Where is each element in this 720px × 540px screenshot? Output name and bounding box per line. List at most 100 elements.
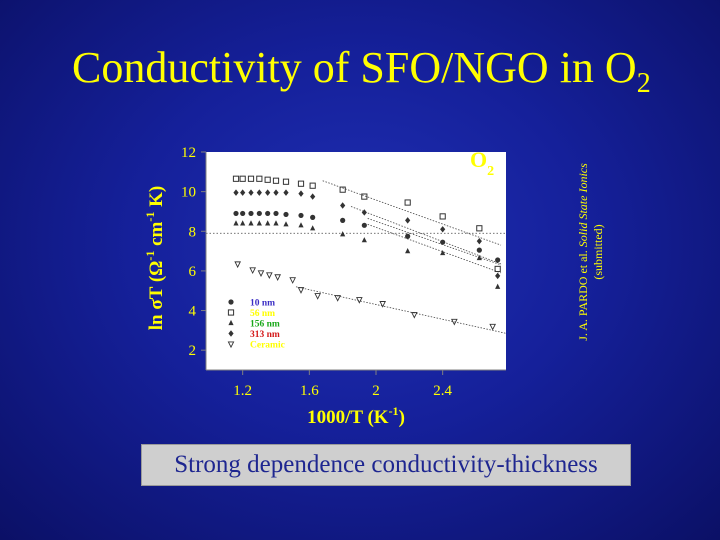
- data-point-56-nm: [297, 180, 305, 187]
- legend-marker-ceramic: [227, 341, 235, 349]
- data-point-313-nm: [405, 217, 411, 224]
- data-point-313-nm: [361, 209, 367, 216]
- data-point-10-nm: [476, 247, 482, 253]
- y-axis-title: ln σT (Ω-1 cm-1 K): [143, 186, 167, 330]
- fit-line: [367, 223, 502, 274]
- data-point-ceramic: [379, 301, 386, 308]
- data-point-156-nm: [248, 220, 254, 226]
- data-point-156-nm: [495, 283, 501, 289]
- data-point-56-nm: [239, 175, 246, 182]
- x-tick-label: 1.2: [233, 383, 252, 399]
- citation-status: (submitted): [591, 224, 605, 280]
- data-point-156-nm: [265, 220, 271, 226]
- data-point-56-nm: [439, 213, 446, 220]
- data-point-10-nm: [440, 239, 446, 245]
- data-point-156-nm: [233, 220, 239, 226]
- data-point-56-nm: [339, 186, 346, 193]
- data-point-156-nm: [405, 247, 411, 254]
- legend-label-156-nm: 156 nm: [250, 320, 280, 330]
- data-point-ceramic: [234, 261, 241, 269]
- data-point-313-nm: [298, 190, 304, 197]
- data-point-ceramic: [289, 277, 296, 284]
- data-point-156-nm: [310, 225, 316, 231]
- y-tick-label: 6: [189, 264, 197, 280]
- legend-marker-156-nm: [228, 319, 234, 326]
- data-point-313-nm: [283, 189, 289, 196]
- data-point-ceramic: [411, 311, 418, 319]
- data-point-313-nm: [256, 189, 262, 196]
- y-tick-label: 2: [189, 343, 197, 359]
- data-point-156-nm: [240, 220, 246, 226]
- data-point-56-nm: [476, 225, 483, 232]
- data-point-ceramic: [274, 274, 281, 281]
- data-point-ceramic: [257, 270, 265, 277]
- data-point-156-nm: [361, 237, 367, 243]
- data-point-56-nm: [232, 175, 240, 182]
- legend-marker-10-nm: [228, 299, 234, 305]
- data-point-56-nm: [264, 176, 271, 183]
- citation-journal: Solid State Ionics: [576, 163, 590, 248]
- data-point-ceramic: [356, 297, 363, 304]
- data-point-156-nm: [440, 249, 446, 256]
- panel-label: O2: [470, 147, 494, 179]
- slide-title-text: Conductivity of SFO/NGO in O: [72, 43, 637, 92]
- data-point-10-nm: [273, 210, 279, 217]
- data-point-156-nm: [273, 220, 279, 226]
- data-point-10-nm: [248, 210, 254, 217]
- data-point-10-nm: [340, 217, 346, 223]
- legend-marker-56-nm: [227, 309, 235, 316]
- y-tick-label: 12: [181, 145, 196, 161]
- data-point-56-nm: [361, 193, 368, 200]
- data-point-313-nm: [240, 189, 246, 196]
- data-point-ceramic: [297, 287, 305, 294]
- data-point-10-nm: [256, 210, 262, 217]
- data-point-156-nm: [298, 222, 304, 228]
- legend-label-313-nm: 313 nm: [250, 330, 280, 340]
- x-tick-label: 2: [372, 383, 380, 399]
- data-point-ceramic: [451, 318, 458, 326]
- y-tick-label: 4: [189, 304, 197, 320]
- x-axis-title: 1000/T (K-1): [307, 404, 405, 428]
- data-point-10-nm: [310, 214, 316, 220]
- data-point-156-nm: [283, 221, 289, 227]
- data-point-56-nm: [309, 182, 316, 189]
- data-point-56-nm: [247, 175, 255, 182]
- y-tick-label: 8: [189, 224, 197, 240]
- data-point-ceramic: [249, 267, 256, 275]
- data-point-ceramic: [314, 293, 321, 300]
- data-markers: [232, 175, 501, 331]
- data-point-10-nm: [361, 222, 367, 228]
- data-point-ceramic: [266, 272, 273, 279]
- plot-area: [206, 152, 506, 370]
- x-tick-label: 1.6: [300, 383, 319, 399]
- data-point-56-nm: [404, 199, 411, 206]
- slide-title-subscript: 2: [636, 68, 651, 99]
- data-point-313-nm: [248, 189, 254, 196]
- data-point-156-nm: [476, 254, 482, 261]
- legend-label-10-nm: 10 nm: [250, 299, 275, 309]
- axes: 1.2 1.6 2 2.4 2 4 6 8 10 12: [181, 145, 506, 399]
- data-point-313-nm: [273, 189, 279, 196]
- citation-author: J. A. PARDO et al.: [576, 250, 590, 341]
- data-point-56-nm: [282, 178, 290, 185]
- data-point-156-nm: [256, 220, 262, 226]
- data-point-313-nm: [233, 189, 239, 196]
- data-point-313-nm: [476, 237, 482, 245]
- data-point-56-nm: [272, 177, 280, 184]
- legend-marker-313-nm: [228, 330, 234, 337]
- data-point-313-nm: [440, 226, 446, 233]
- citation-line-1: J. A. PARDO et al. Solid State Ionics: [576, 122, 591, 382]
- citation: J. A. PARDO et al. Solid State Ionics (s…: [576, 122, 606, 382]
- data-point-ceramic: [334, 295, 341, 302]
- data-point-156-nm: [340, 231, 346, 237]
- data-point-ceramic: [489, 323, 496, 331]
- caption-box: Strong dependence conductivity-thickness: [141, 444, 631, 486]
- data-point-56-nm: [256, 175, 263, 182]
- data-point-313-nm: [310, 193, 316, 200]
- data-point-10-nm: [233, 210, 239, 217]
- legend-label-56-nm: 56 nm: [250, 309, 275, 319]
- data-point-313-nm: [265, 189, 271, 196]
- data-point-10-nm: [405, 233, 411, 239]
